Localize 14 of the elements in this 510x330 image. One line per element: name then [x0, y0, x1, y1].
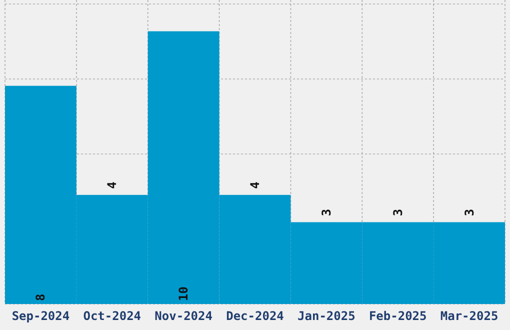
data-label: 10	[176, 286, 191, 301]
data-label: 8	[34, 294, 48, 301]
x-tick-label: Sep-2024	[12, 309, 70, 323]
x-tick-label: Jan-2025	[298, 309, 356, 323]
x-tick-label: Mar-2025	[440, 309, 498, 323]
x-tick-label: Oct-2024	[83, 309, 142, 323]
x-tick-label: Dec-2024	[226, 309, 284, 323]
data-label: 3	[319, 208, 334, 216]
data-label: 4	[248, 182, 262, 189]
data-label: 4	[105, 182, 120, 189]
data-label: 3	[390, 208, 405, 216]
x-tick-label: Feb-2025	[368, 309, 427, 323]
data-label: 3	[462, 208, 476, 216]
x-tick-label: Nov-2024	[154, 309, 212, 323]
